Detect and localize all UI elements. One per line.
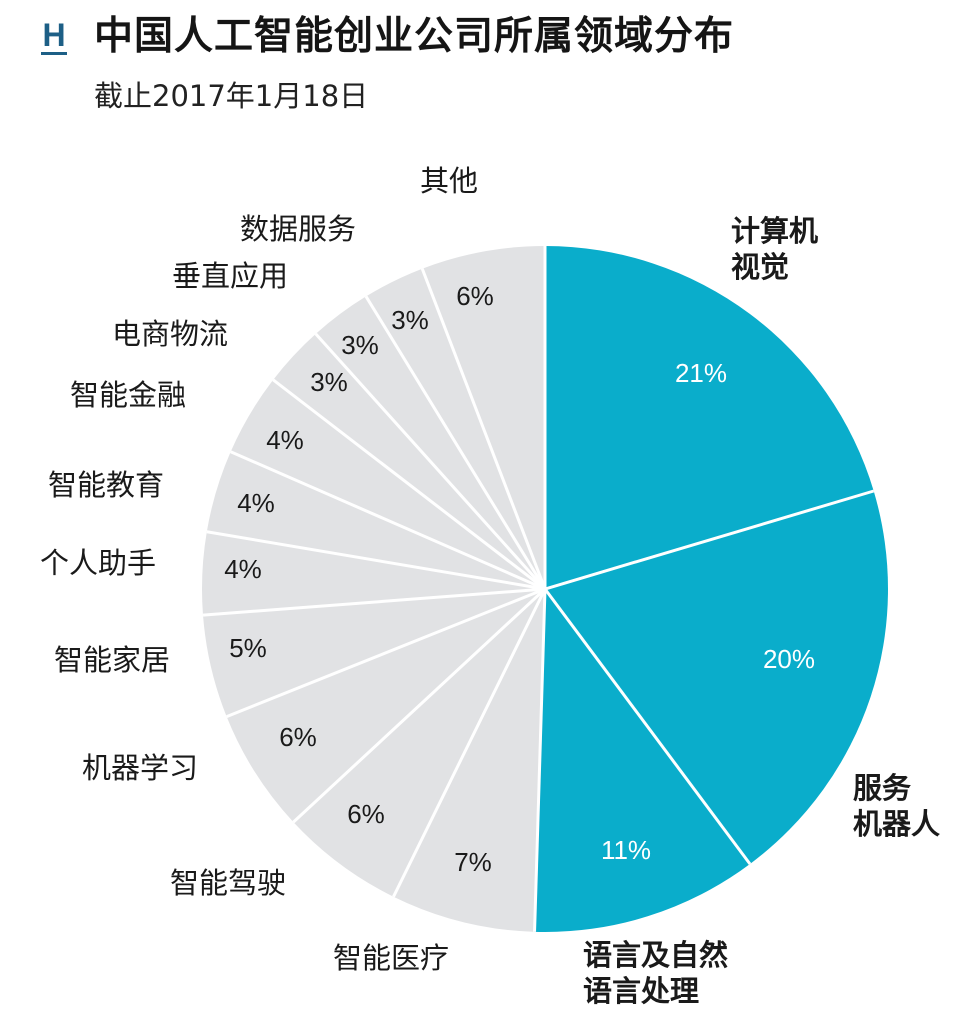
slice-percent-label: 3% xyxy=(341,330,379,360)
pie-slice xyxy=(206,451,545,589)
slice-percent-label: 5% xyxy=(229,633,267,663)
slice-category-label: 智能教育 xyxy=(48,468,165,502)
pie-slice xyxy=(315,296,545,589)
slice-category-label: 智能医疗 xyxy=(333,941,450,975)
slice-percent-label: 6% xyxy=(456,281,494,311)
slice-percent-label: 20% xyxy=(762,644,816,674)
slice-percent-label: 3% xyxy=(310,367,348,397)
slice-category-label: 数据服务 xyxy=(240,212,357,246)
pie-slice xyxy=(273,333,545,589)
pie-slice xyxy=(534,589,750,932)
slice-category-label: 个人助手 xyxy=(40,546,157,580)
slice-separator xyxy=(533,588,547,932)
slice-separator xyxy=(226,587,546,719)
slice-separator xyxy=(544,489,875,591)
slice-percent-label: 4% xyxy=(224,554,262,584)
pie-slice xyxy=(422,246,545,589)
slice-separator xyxy=(314,332,547,591)
pie-slice xyxy=(366,268,545,589)
slice-category-label: 垂直应用 xyxy=(172,259,289,293)
slice-category-label: 其他 xyxy=(420,164,479,198)
slice-separator xyxy=(292,587,547,824)
slice-percent-label: 6% xyxy=(279,722,317,752)
slice-category-label: 语言及自然 语言处理 xyxy=(583,938,729,1008)
slice-separator xyxy=(392,588,547,898)
slice-category-label: 服务 机器人 xyxy=(853,771,941,841)
slice-percent-label: 7% xyxy=(454,847,492,877)
slice-percent-label: 4% xyxy=(266,425,304,455)
slice-category-label: 智能驾驶 xyxy=(170,866,287,900)
slice-separator xyxy=(230,450,546,591)
pie-slice xyxy=(393,589,545,932)
slice-separator xyxy=(272,378,546,591)
pie-slice xyxy=(230,379,546,589)
logo-h-icon: H xyxy=(39,19,69,55)
slice-separator xyxy=(202,587,546,617)
slice-category-label: 智能家居 xyxy=(54,643,171,677)
slice-separator xyxy=(206,530,546,591)
chart-subtitle: 截止2017年1月18日 xyxy=(94,79,369,113)
slice-separator xyxy=(420,268,547,590)
slice-percent-label: 21% xyxy=(674,358,728,388)
slice-percent-label: 3% xyxy=(391,305,429,335)
pie-slice xyxy=(226,589,545,823)
pie-slice xyxy=(545,246,874,589)
pie-slice xyxy=(203,589,545,717)
slice-percent-label: 11% xyxy=(600,835,652,865)
slice-separator xyxy=(364,295,547,590)
slice-category-label: 机器学习 xyxy=(82,751,199,785)
pie-slice xyxy=(545,491,888,865)
pie-slice xyxy=(293,589,545,897)
slice-separator xyxy=(543,588,752,865)
slice-percent-label: 4% xyxy=(237,488,275,518)
slice-percent-label: 6% xyxy=(347,799,385,829)
slice-category-label: 电商物流 xyxy=(112,317,229,351)
chart-title: 中国人工智能创业公司所属领域分布 xyxy=(94,14,735,59)
slice-category-label: 计算机 视觉 xyxy=(731,214,819,284)
slice-category-label: 智能金融 xyxy=(70,378,187,412)
